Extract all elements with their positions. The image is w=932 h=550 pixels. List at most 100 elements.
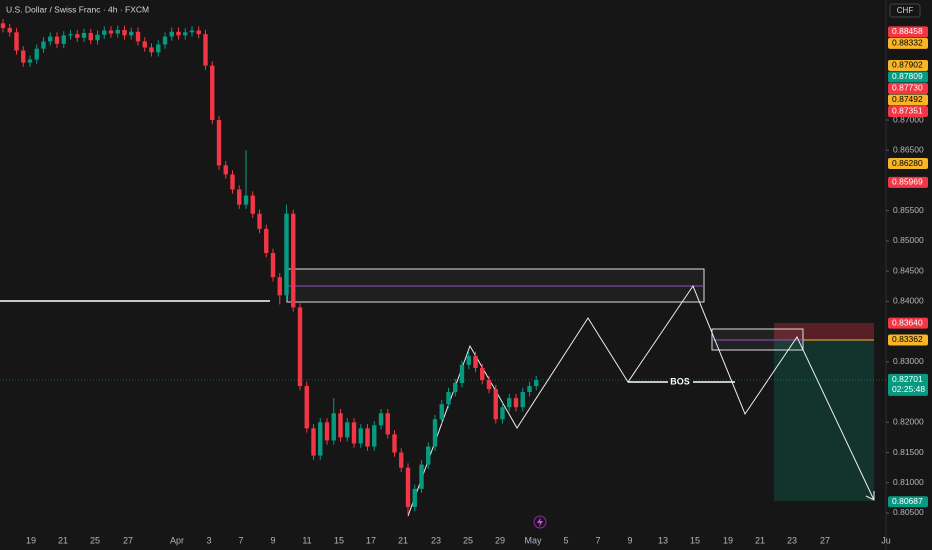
candle-body [196, 30, 201, 35]
candle-body [108, 30, 114, 34]
candle-body [297, 307, 303, 387]
candle-body [129, 31, 134, 36]
price-tag-label: 0.85969 [892, 177, 923, 187]
candle-body [493, 389, 498, 420]
x-tick-label: 21 [755, 535, 765, 545]
y-tick-label: 0.84500 [893, 265, 924, 275]
candle-body [513, 398, 519, 408]
stop-zone [774, 323, 874, 340]
x-tick-label: 21 [398, 535, 408, 545]
price-tag [888, 94, 928, 106]
currency-box [889, 3, 921, 18]
candle-body [176, 31, 181, 36]
candle-body [162, 36, 168, 45]
price-tag [888, 158, 928, 170]
x-tick-label: 25 [90, 535, 100, 545]
candle-body [412, 488, 417, 507]
candle-body [486, 379, 492, 390]
price-tag [888, 82, 928, 94]
x-tick-label: 25 [463, 535, 473, 545]
icon [537, 517, 543, 527]
y-tick-label: 0.81000 [893, 477, 924, 487]
price-tag [888, 334, 928, 346]
price-tag-label: 0.88332 [892, 38, 923, 48]
candle-body [88, 32, 93, 41]
candle-body [149, 47, 154, 53]
price-tag-label: 0.87809 [892, 71, 923, 81]
candle-body [426, 446, 431, 465]
target-zone [774, 340, 874, 501]
price-tag [888, 496, 928, 508]
x-tick-label: 21 [58, 535, 68, 545]
candle-body [135, 31, 141, 42]
candle-body [216, 120, 222, 166]
candle-body [34, 48, 39, 60]
x-tick-label: 9 [270, 535, 275, 545]
x-tick-label: 23 [431, 535, 441, 545]
candle-body [122, 29, 127, 36]
candle-body [48, 36, 53, 42]
candle-body [480, 367, 485, 380]
price-tag [888, 71, 928, 83]
candle-body [264, 228, 269, 254]
x-tick-label: 5 [563, 535, 568, 545]
candle-body [270, 253, 276, 278]
candle-body [338, 413, 343, 438]
price-tag-label: 0.88458 [892, 26, 923, 36]
candle-body [223, 165, 228, 175]
candle-body [473, 355, 478, 368]
y-tick-label: 0.82000 [893, 417, 924, 427]
x-tick-label: 9 [627, 535, 632, 545]
x-tick-label: 3 [206, 535, 211, 545]
x-tick-label: 29 [495, 535, 505, 545]
candle-body [291, 213, 296, 308]
candle-body [0, 23, 6, 29]
candle-body [203, 34, 208, 66]
candle-body [318, 422, 323, 456]
price-tag-label: 0.86280 [892, 158, 923, 168]
candle-body [432, 419, 438, 447]
candle-body [81, 32, 87, 38]
price-tag-label: 0.87902 [892, 60, 923, 70]
candle-body [385, 413, 390, 435]
candle-body [41, 41, 46, 49]
candle-body [142, 41, 147, 48]
y-tick-label: 0.86500 [893, 144, 924, 154]
candle-body [115, 29, 120, 34]
x-tick-label: 17 [366, 535, 376, 545]
x-tick-label: 15 [690, 535, 700, 545]
candle-body [14, 32, 19, 51]
x-tick-label: 11 [302, 535, 311, 545]
candle-body [459, 364, 465, 384]
icon [533, 515, 547, 529]
candle-body [230, 174, 235, 190]
price-tag [888, 59, 928, 71]
y-tick-label: 0.85000 [893, 235, 924, 245]
candle-body [527, 386, 532, 393]
candle-body [237, 189, 242, 205]
candle-body [189, 30, 195, 33]
candle-body [365, 428, 370, 447]
candle-body [75, 34, 80, 38]
price-tag [888, 37, 928, 49]
candle-body [311, 428, 316, 456]
chart-title: U.S. Dollar / Swiss Franc · 4h · FXCM [6, 4, 149, 14]
candle-body [446, 392, 451, 405]
price-tag-label: 0.83640 [892, 317, 923, 327]
candle-body [507, 398, 512, 408]
price-timer: 02:25:48 [892, 384, 925, 394]
x-tick-label: Ju [881, 535, 891, 545]
candle-body [95, 34, 100, 41]
candle-body [520, 392, 525, 408]
candle-body [250, 195, 255, 214]
y-tick-label: 0.84000 [893, 296, 924, 306]
candle-body [68, 34, 73, 36]
candle-body [21, 50, 26, 63]
candle-body [399, 452, 404, 468]
x-tick-label: 15 [334, 535, 344, 545]
candle-body [61, 35, 66, 44]
x-tick-label: 13 [658, 535, 668, 545]
currency: CHF [897, 6, 914, 15]
candle-body [466, 355, 471, 365]
